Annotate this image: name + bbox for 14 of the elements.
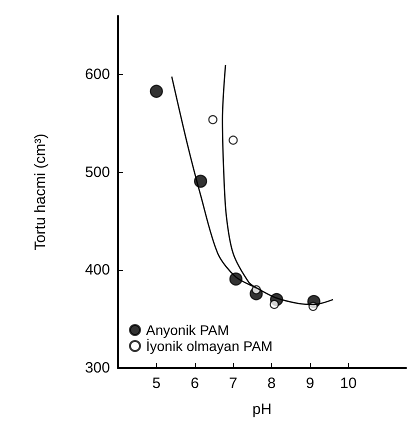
x-tick-label: 9 (306, 375, 314, 392)
y-tick-label: 500 (84, 164, 110, 181)
x-tick-label: 8 (267, 375, 276, 392)
y-axis-title: Tortu hacmi (cm³) (32, 134, 49, 250)
x-axis-title: pH (252, 401, 272, 418)
y-tick-label: 400 (84, 262, 110, 279)
legend-label: İyonik olmayan PAM (146, 338, 273, 354)
x-tick-label: 6 (190, 375, 199, 392)
legend-label: Anyonik PAM (146, 322, 229, 338)
x-tick-label: 10 (340, 375, 357, 392)
y-tick-label: 600 (84, 66, 110, 84)
y-tick-label: 300 (84, 360, 110, 376)
x-tick-label: 7 (229, 375, 238, 392)
x-tick-label: 5 (152, 375, 161, 392)
